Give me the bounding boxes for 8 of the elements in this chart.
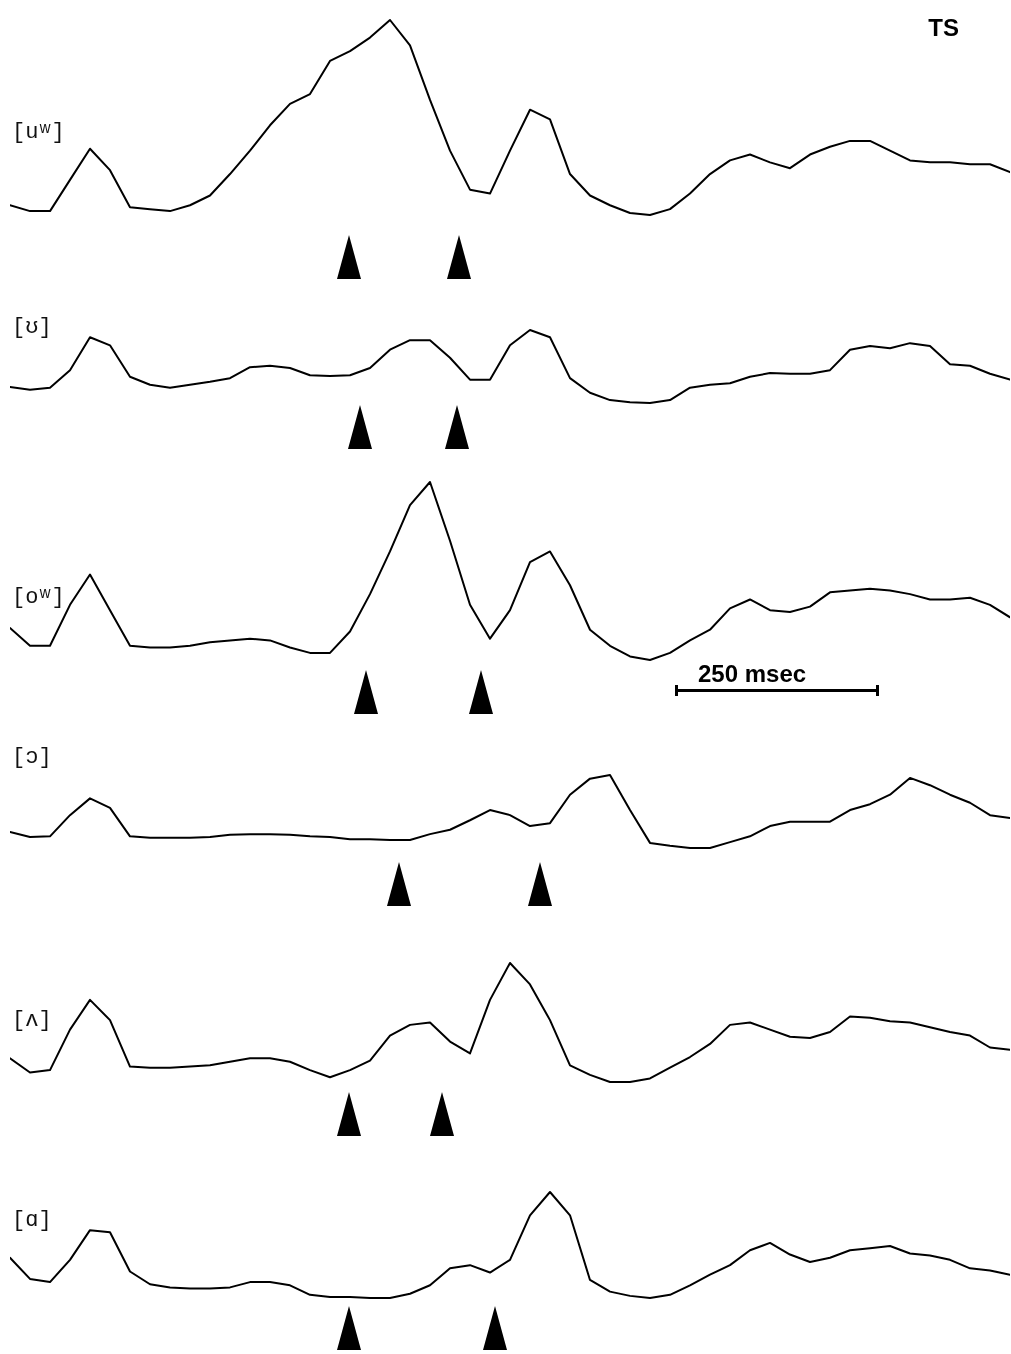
y-axis-title: [ɑ] (12, 1208, 52, 1233)
y-axis-title: [uʷ] (12, 120, 65, 145)
y-axis-title: [ʊ] (12, 315, 52, 340)
y-axis-title: [ɔ] (12, 745, 52, 770)
annotation: 250 msec (698, 660, 807, 688)
y-axis-title: [oʷ] (12, 585, 65, 610)
y-axis-title: [ʌ] (12, 1008, 52, 1033)
chart-title: TS (928, 14, 959, 42)
